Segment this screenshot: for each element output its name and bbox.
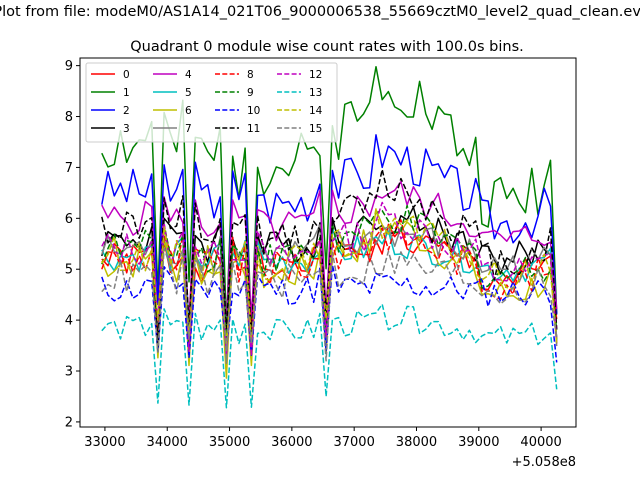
y-tick-label: 4 bbox=[65, 314, 73, 329]
legend-label-9: 9 bbox=[247, 87, 254, 99]
x-tick-label: 35000 bbox=[209, 435, 250, 450]
y-tick-label: 9 bbox=[65, 59, 73, 74]
y-tick-label: 8 bbox=[65, 110, 73, 125]
series-line-13 bbox=[101, 303, 558, 409]
legend-label-15: 15 bbox=[309, 123, 322, 135]
y-tick-label: 6 bbox=[65, 212, 73, 227]
series-line-9 bbox=[101, 204, 558, 351]
plot-area bbox=[101, 65, 558, 409]
axes-frame bbox=[79, 57, 577, 428]
x-tick-label: 36000 bbox=[271, 435, 312, 450]
figure-title: Plot from file: modeM0/AS1A14_021T06_900… bbox=[0, 4, 640, 20]
legend-label-5: 5 bbox=[185, 87, 192, 99]
x-axis: 33000 34000 35000 36000 37000 38000 39000 40000 bbox=[84, 427, 562, 450]
legend-label-3: 3 bbox=[123, 123, 130, 135]
y-axis: 2 3 4 5 6 7 8 9 bbox=[65, 59, 80, 430]
legend-label-7: 7 bbox=[185, 123, 192, 135]
series-line-4 bbox=[101, 180, 558, 336]
legend-label-4: 4 bbox=[185, 69, 192, 81]
legend-label-12: 12 bbox=[309, 69, 322, 81]
series-line-12 bbox=[101, 201, 558, 358]
chart-title: Quadrant 0 module wise count rates with … bbox=[130, 39, 524, 55]
x-tick-label: 34000 bbox=[147, 435, 188, 450]
legend-label-13: 13 bbox=[309, 87, 322, 99]
legend-label-8: 8 bbox=[247, 69, 254, 81]
x-offset-label: +5.058e8 bbox=[512, 455, 576, 470]
legend-label-14: 14 bbox=[309, 105, 323, 117]
series-line-1 bbox=[101, 65, 558, 336]
legend-label-0: 0 bbox=[123, 69, 130, 81]
x-tick-label: 37000 bbox=[333, 435, 374, 450]
x-tick-label: 33000 bbox=[84, 435, 125, 450]
x-tick-label: 39000 bbox=[458, 435, 499, 450]
series-line-14 bbox=[101, 207, 558, 346]
y-tick-label: 2 bbox=[65, 415, 73, 430]
legend-label-2: 2 bbox=[123, 105, 130, 117]
legend-label-11: 11 bbox=[247, 123, 260, 135]
legend-frame bbox=[85, 62, 338, 143]
legend-label-1: 1 bbox=[123, 87, 130, 99]
x-tick-label: 40000 bbox=[520, 435, 561, 450]
y-tick-label: 5 bbox=[65, 263, 73, 278]
legend-label-10: 10 bbox=[247, 105, 260, 117]
x-tick-label: 38000 bbox=[396, 435, 437, 450]
y-tick-label: 7 bbox=[65, 161, 73, 176]
legend-label-6: 6 bbox=[185, 105, 192, 117]
series-line-15 bbox=[101, 247, 558, 362]
y-tick-label: 3 bbox=[65, 365, 73, 380]
